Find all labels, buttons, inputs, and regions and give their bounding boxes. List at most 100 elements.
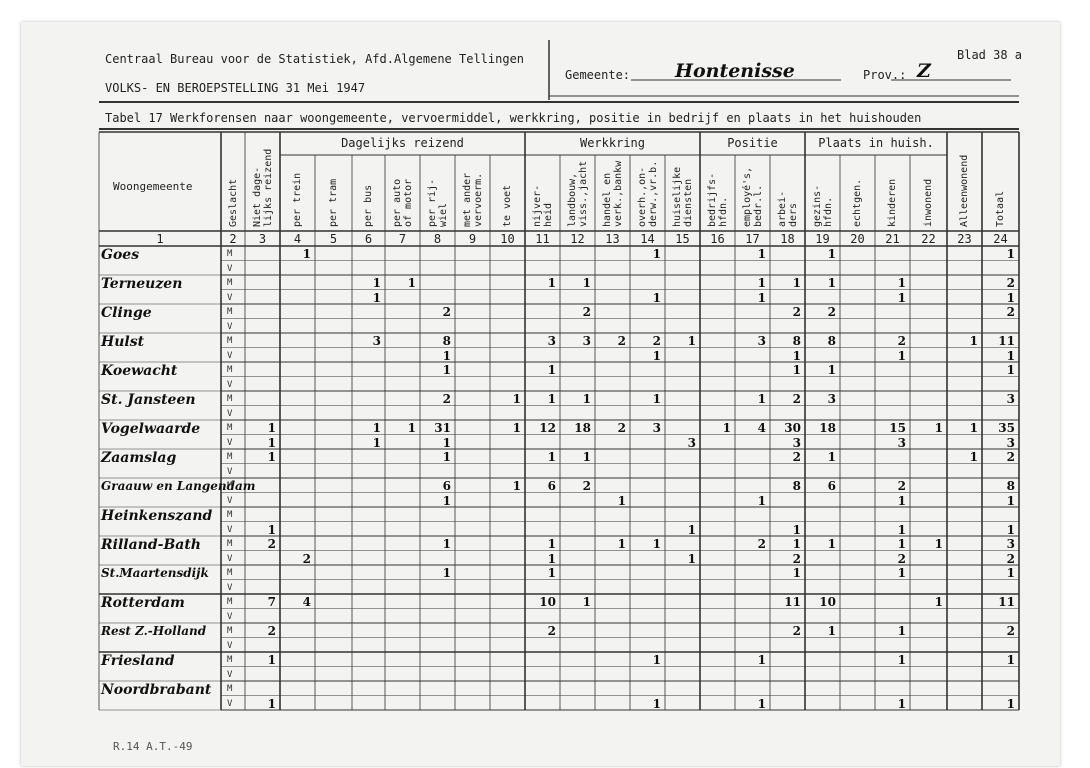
row-name: St.Maartensdijk	[101, 566, 209, 580]
group-plaats: Plaats in huish.	[818, 136, 934, 150]
cell-value: 1	[547, 551, 556, 566]
cell-value: 12	[539, 421, 556, 435]
cell-value: 11	[998, 595, 1015, 609]
cell-value: 2	[652, 334, 661, 348]
cell-value: 1	[582, 595, 591, 609]
cell-value: 1	[372, 435, 381, 450]
cell-value: 1	[652, 392, 661, 406]
cell-value: 2	[1006, 305, 1015, 319]
column-number-15: 15	[675, 232, 690, 246]
cell-value: 1	[372, 276, 381, 290]
cell-value: 8	[827, 334, 836, 348]
group-werkkring: Werkkring	[579, 136, 646, 150]
cell-value: 3	[687, 435, 696, 450]
cell-value: 1	[687, 334, 696, 348]
cell-value: 1	[757, 696, 766, 711]
cell-value: 1	[722, 421, 731, 435]
census-title: VOLKS- EN BEROEPSTELLING 31 Mei 1947	[105, 81, 366, 95]
prov-value: Z	[917, 60, 931, 82]
cell-value: 1	[897, 276, 906, 290]
cell-value: 1	[407, 421, 416, 435]
cell-value: 1	[512, 392, 521, 406]
cell-value: 1	[1006, 696, 1015, 711]
column-header-2: Geslacht	[227, 178, 239, 227]
sex-label-m: M	[227, 510, 233, 520]
cell-value: 2	[1006, 551, 1015, 566]
cell-value: 2	[792, 450, 801, 464]
cell-value: 1	[1006, 363, 1015, 377]
cell-value: 1	[757, 247, 766, 261]
cell-value: 8	[1006, 479, 1015, 493]
cell-value: 10	[819, 595, 836, 609]
cell-value: 1	[897, 493, 906, 508]
cell-value: 2	[757, 537, 766, 551]
cell-value: 1	[827, 247, 836, 261]
sex-label-m: M	[227, 568, 233, 578]
cell-value: 3	[757, 334, 766, 348]
cell-value: 2	[897, 551, 906, 566]
cell-value: 1	[897, 537, 906, 551]
sex-label-m: M	[227, 481, 233, 491]
cell-value: 1	[407, 276, 416, 290]
cell-value: 8	[792, 334, 801, 348]
cell-value: 1	[617, 537, 626, 551]
cell-value: 1	[897, 348, 906, 363]
cell-value: 3	[1006, 435, 1015, 450]
column-number-19: 19	[815, 232, 830, 246]
column-header-22: inwonend	[923, 178, 934, 227]
column-header-24: Totaal	[995, 190, 1006, 227]
cell-value: 1	[372, 421, 381, 435]
cell-value: 3	[652, 421, 661, 435]
cell-value: 1	[934, 595, 943, 609]
cell-value: 1	[1006, 566, 1015, 580]
cell-value: 4	[757, 421, 766, 435]
cell-value: 2	[1006, 624, 1015, 638]
cell-value: 1	[442, 435, 451, 450]
row-name: Rest Z.-Holland	[101, 624, 207, 638]
column-header-10: te voet	[502, 184, 513, 227]
sex-label-m: M	[227, 365, 233, 375]
cell-value: 1	[442, 493, 451, 508]
sex-label-v: V	[227, 379, 233, 390]
column-header-7: per auto of motor	[391, 178, 414, 227]
cell-value: 1	[897, 522, 906, 537]
sex-label-m: M	[227, 539, 233, 549]
cell-value: 2	[792, 305, 801, 319]
cell-value: 1	[442, 363, 451, 377]
column-number-24: 24	[993, 232, 1008, 246]
sex-label-m: M	[227, 249, 233, 259]
column-header-11: nijver- heid	[531, 184, 554, 227]
column-number-21: 21	[885, 232, 900, 246]
column-header-16: bedrijfs- hfdn.	[706, 172, 729, 227]
cell-value: 3	[547, 334, 556, 348]
column-number-18: 18	[780, 232, 795, 246]
cell-value: 3	[897, 435, 906, 450]
column-number-16: 16	[710, 232, 725, 246]
cell-value: 2	[792, 551, 801, 566]
sex-label-v: V	[227, 611, 233, 622]
column-number-3: 3	[258, 232, 267, 246]
cell-value: 1	[547, 450, 556, 464]
cell-value: 1	[934, 537, 943, 551]
gemeente-value: Hontenisse	[675, 60, 795, 82]
sex-label-v: V	[227, 553, 233, 564]
column-header-21: kinderen	[887, 178, 898, 227]
cell-value: 2	[582, 305, 591, 319]
column-number-13: 13	[605, 232, 620, 246]
table-title: Tabel 17 Werkforensen naar woongemeente,…	[105, 111, 922, 125]
sex-label-v: V	[227, 466, 233, 477]
cell-value: 11	[784, 595, 801, 609]
cell-value: 2	[442, 392, 451, 406]
row-name: Rotterdam	[101, 595, 185, 611]
cell-value: 1	[969, 421, 978, 435]
sex-label-v: V	[227, 437, 233, 448]
column-header-8: per rij- wiel	[426, 178, 449, 227]
column-header-5: per tram	[328, 178, 339, 227]
cell-value: 1	[757, 392, 766, 406]
cell-value: 2	[302, 551, 311, 566]
cell-value: 1	[792, 276, 801, 290]
column-number-1: 1	[156, 232, 164, 246]
sex-label-m: M	[227, 684, 233, 694]
column-number-22: 22	[921, 232, 936, 246]
census-sheet: Centraal Bureau voor de Statistiek, Afd.…	[21, 22, 1060, 766]
